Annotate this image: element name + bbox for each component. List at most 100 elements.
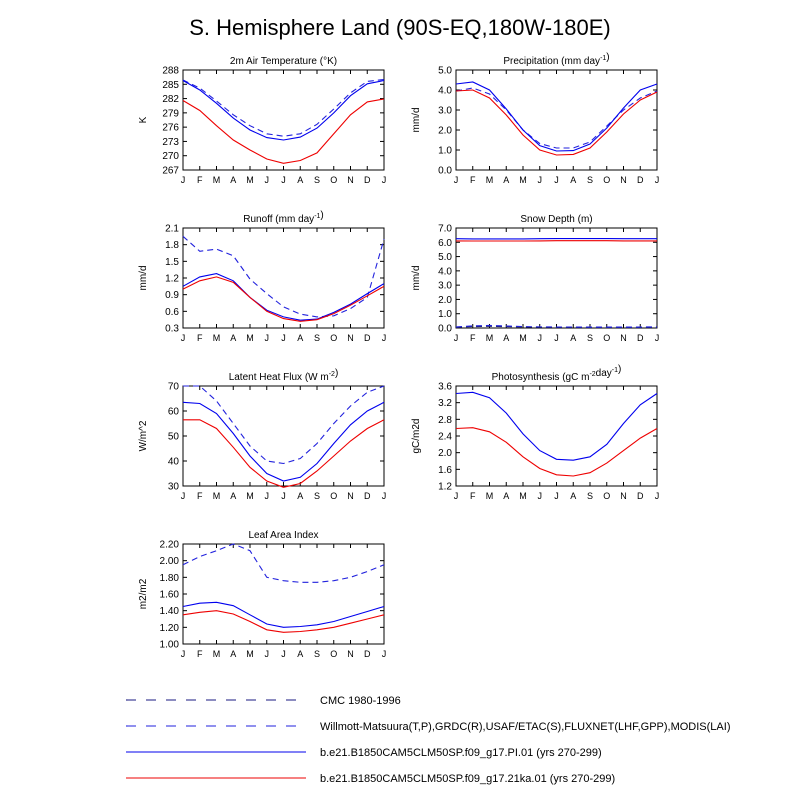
x-tick-label: A: [297, 333, 303, 343]
x-tick-label: O: [603, 333, 610, 343]
x-tick-label: N: [620, 491, 627, 501]
plot-frame: [182, 385, 385, 487]
panel-1: 2m Air Temperature (°K) K 267 270 273 276 279 2…: [138, 56, 386, 185]
plot-frame: [455, 227, 658, 329]
y-tick-label: 2.4: [438, 432, 452, 443]
series-line-run_21ka: [182, 98, 385, 164]
y-axis-label: gC/m2d: [411, 418, 422, 453]
x-tick-label: O: [330, 649, 337, 659]
x-tick-label: M: [486, 491, 494, 501]
y-tick-label: 2.20: [160, 540, 180, 551]
x-tick-label: J: [454, 175, 459, 185]
y-tick-label: 4.0: [438, 266, 452, 277]
x-tick-label: J: [454, 333, 459, 343]
panel-3: Runoff (mm day-1) mm/d 0.3 0.6 0.9 1.2 1.5 1.8 2…: [138, 210, 386, 343]
y-tick-label: 0.0: [438, 166, 452, 177]
panel-title: 2m Air Temperature (°K): [230, 56, 337, 67]
x-tick-label: J: [265, 333, 270, 343]
x-tick-label: J: [382, 649, 387, 659]
x-tick-label: N: [347, 491, 354, 501]
y-tick-label: 285: [162, 80, 179, 91]
x-tick-label: O: [603, 175, 610, 185]
x-tick-label: M: [213, 649, 221, 659]
x-tick-label: M: [213, 491, 221, 501]
series-line-obs_wm: [183, 385, 385, 465]
y-tick-label: 276: [162, 123, 179, 134]
y-tick-label: 0.0: [438, 324, 452, 335]
x-tick-label: A: [230, 491, 236, 501]
series-line-obs_wm: [182, 235, 385, 318]
y-tick-label: 0.9: [165, 290, 179, 301]
x-tick-label: O: [603, 491, 610, 501]
x-tick-label: O: [330, 491, 337, 501]
y-tick-label: 0.6: [165, 307, 179, 318]
x-tick-label: J: [265, 175, 270, 185]
y-tick-label: 1.60: [160, 590, 180, 601]
y-tick-label: 2.8: [438, 415, 452, 426]
y-tick-label: 1.8: [165, 240, 179, 251]
x-tick-label: A: [297, 175, 303, 185]
y-axis-label: mm/d: [411, 266, 422, 291]
x-tick-label: A: [570, 175, 576, 185]
x-tick-label: S: [587, 491, 593, 501]
x-tick-label: J: [181, 491, 186, 501]
y-tick-label: 5.0: [438, 66, 452, 77]
y-tick-label: 70: [168, 382, 180, 393]
plot-frame: [182, 69, 385, 171]
series-line-run_21ka: [183, 419, 385, 488]
series-line-run_pi: [455, 391, 658, 461]
x-tick-label: M: [213, 333, 221, 343]
x-tick-label: J: [281, 175, 286, 185]
y-tick-label: 1.80: [160, 573, 180, 584]
x-tick-label: M: [246, 491, 254, 501]
x-tick-label: N: [347, 333, 354, 343]
x-tick-label: J: [554, 491, 559, 501]
series-line-run_pi: [182, 79, 385, 141]
y-tick-label: 2.0: [438, 295, 452, 306]
x-tick-label: D: [637, 491, 644, 501]
x-tick-label: N: [347, 649, 354, 659]
x-tick-label: M: [246, 649, 254, 659]
panel-2: Precipitation (mm day-1) mm/d 0.0 1.0 2.0 3.0…: [411, 52, 659, 185]
x-tick-label: J: [538, 333, 543, 343]
x-tick-label: J: [454, 491, 459, 501]
y-tick-label: 1.2: [438, 482, 452, 493]
x-tick-label: F: [197, 175, 203, 185]
x-tick-label: J: [281, 333, 286, 343]
series-line-run_pi: [455, 81, 658, 152]
x-tick-label: D: [637, 333, 644, 343]
x-tick-label: M: [519, 491, 527, 501]
y-tick-label: 0.3: [165, 324, 179, 335]
y-tick-label: 7.0: [438, 224, 452, 235]
x-tick-label: M: [486, 175, 494, 185]
y-tick-label: 40: [168, 457, 180, 468]
panel-title: Latent Heat Flux (W m-2): [229, 368, 339, 383]
x-tick-label: A: [503, 175, 509, 185]
series-line-run_21ka: [182, 276, 385, 322]
x-tick-label: O: [330, 175, 337, 185]
x-tick-label: F: [197, 333, 203, 343]
y-tick-label: 3.0: [438, 106, 452, 117]
y-tick-label: 270: [162, 151, 179, 162]
x-tick-label: F: [197, 491, 203, 501]
y-tick-label: 288: [162, 66, 179, 77]
y-tick-label: 30: [168, 482, 180, 493]
y-tick-label: 2.0: [438, 126, 452, 137]
x-tick-label: D: [364, 649, 371, 659]
y-tick-label: 1.0: [438, 146, 452, 157]
x-tick-label: J: [281, 491, 286, 501]
x-tick-label: N: [620, 175, 627, 185]
y-axis-label: W/m^2: [138, 420, 149, 451]
series-line-run_pi: [182, 401, 385, 482]
x-tick-label: J: [382, 175, 387, 185]
series-line-run_pi: [182, 273, 385, 321]
x-tick-label: S: [314, 491, 320, 501]
x-tick-label: J: [382, 333, 387, 343]
panel-title: Precipitation (mm day-1): [503, 52, 609, 67]
y-tick-label: 267: [162, 166, 179, 177]
y-axis-label: K: [138, 116, 149, 123]
y-axis-label: m2/m2: [138, 578, 149, 609]
y-tick-label: 2.1: [165, 224, 179, 235]
x-tick-label: M: [519, 333, 527, 343]
x-tick-label: J: [655, 491, 660, 501]
